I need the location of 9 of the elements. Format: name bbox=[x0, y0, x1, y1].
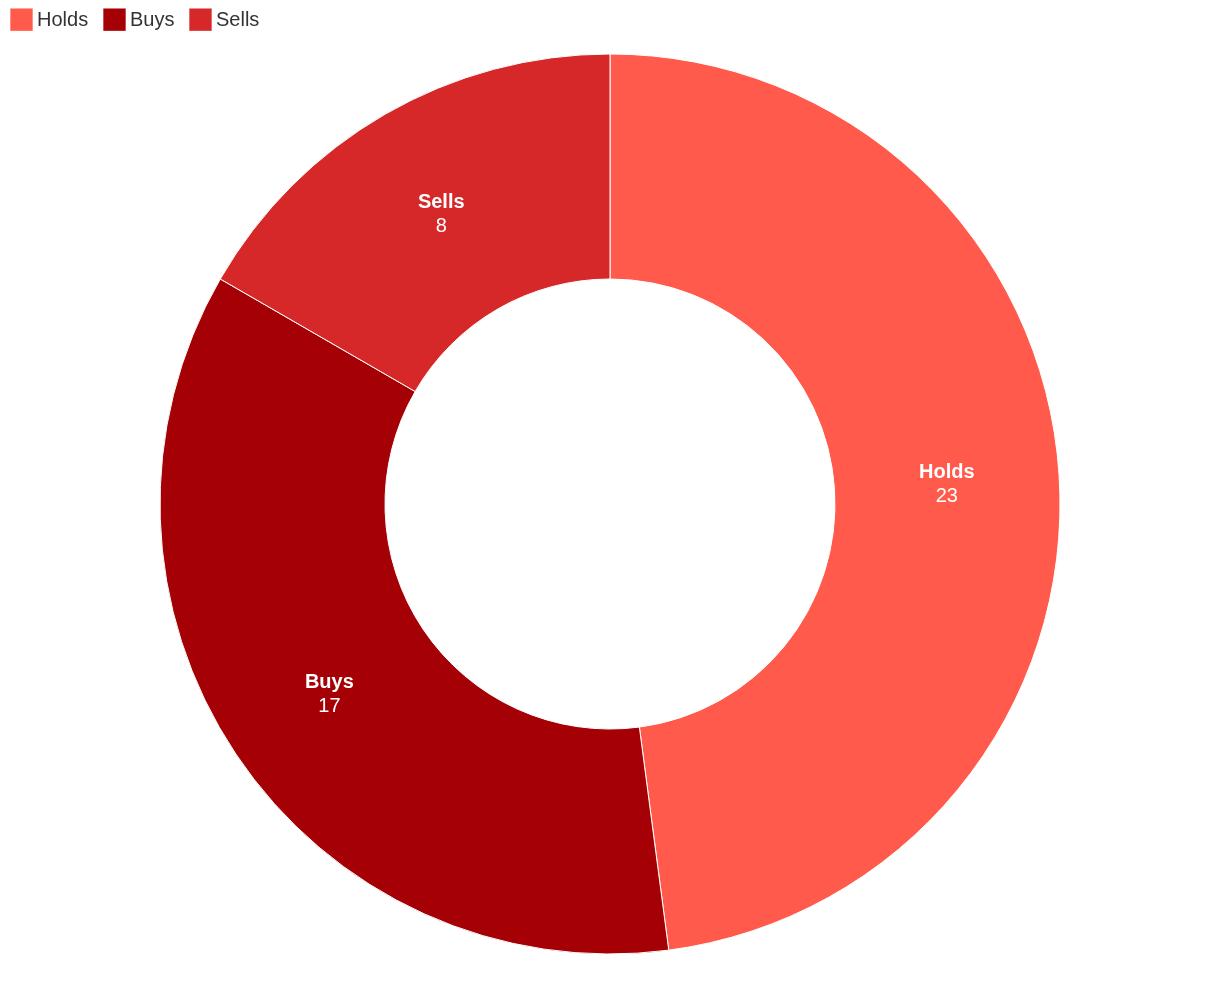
legend-label: Holds bbox=[37, 7, 89, 30]
data-label: 17 bbox=[318, 693, 341, 716]
legend-label: Sells bbox=[216, 7, 260, 30]
legend-label: Buys bbox=[130, 7, 175, 30]
data-label: 8 bbox=[435, 213, 447, 236]
data-label: 23 bbox=[935, 483, 958, 506]
slice-label: Sells bbox=[417, 189, 465, 212]
slice-label: Buys bbox=[304, 669, 354, 692]
slice-label: Holds bbox=[919, 459, 975, 482]
